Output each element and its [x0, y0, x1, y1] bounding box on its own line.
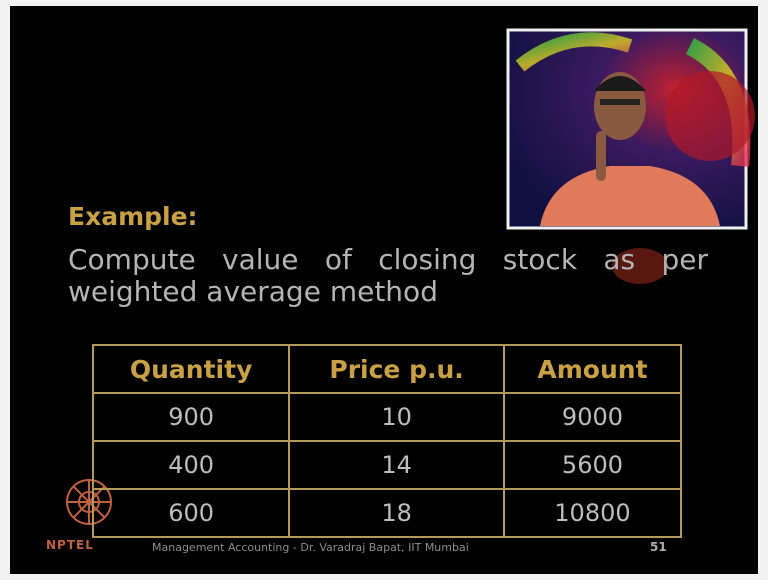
table-row: 600 18 10800: [91, 488, 683, 538]
page-number: 51: [650, 540, 667, 554]
footer-text: Management Accounting - Dr. Varadraj Bap…: [152, 541, 469, 554]
header-cell: Quantity: [91, 344, 291, 394]
video-inset: [506, 28, 755, 230]
cell: 14: [288, 440, 505, 490]
nptel-logo: [66, 479, 112, 525]
data-table: Quantity Price p.u. Amount 900 10 9000 4…: [91, 344, 683, 538]
heading: Example:: [68, 202, 198, 231]
paragraph-line: weighted average method: [68, 275, 438, 308]
table-row: 900 10 9000: [91, 392, 683, 442]
cell: 9000: [502, 392, 683, 442]
logo-text: NPTEL: [46, 538, 94, 552]
cell: 400: [91, 440, 291, 490]
cell: 600: [91, 488, 291, 538]
cell: 10800: [502, 488, 683, 538]
cell: 10: [288, 392, 505, 442]
slide-graphics: [66, 28, 755, 525]
cell: 18: [288, 488, 505, 538]
paragraph-line: Compute value of closing stock as per: [68, 243, 708, 276]
paragraph: Compute value of closing stock as per we…: [68, 244, 708, 308]
cell: 5600: [502, 440, 683, 490]
table-row: 400 14 5600: [91, 440, 683, 490]
header-cell: Amount: [502, 344, 683, 394]
pointer-glow: [612, 248, 668, 284]
header-row: Quantity Price p.u. Amount: [91, 344, 683, 394]
cell: 900: [91, 392, 291, 442]
header-cell: Price p.u.: [288, 344, 505, 394]
slide: Example: Compute value of closing stock …: [10, 6, 758, 574]
